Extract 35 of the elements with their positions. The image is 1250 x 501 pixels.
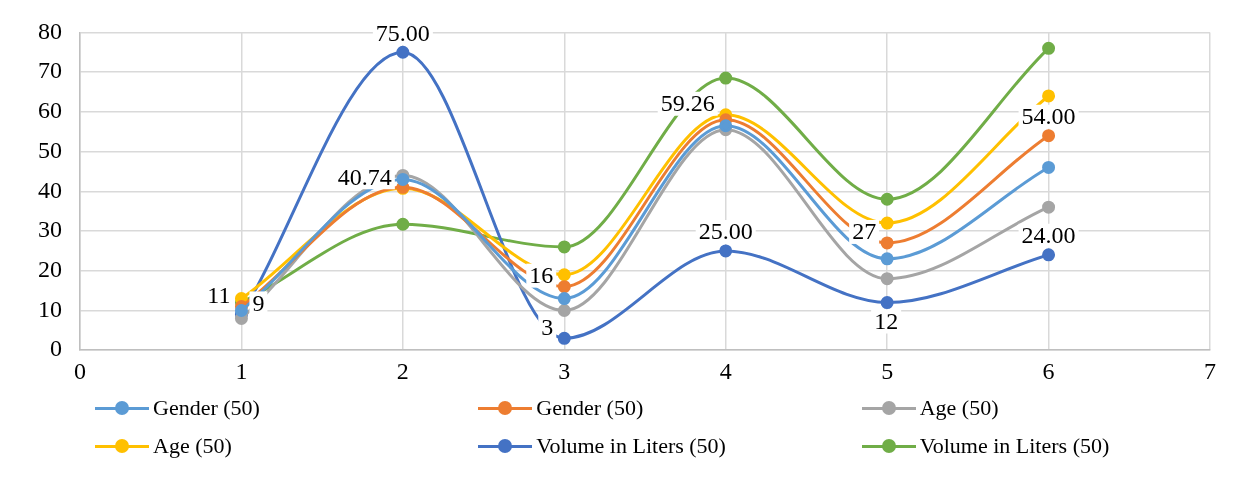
legend-label: Gender (50) [153, 395, 260, 421]
y-tick-label: 50 [38, 136, 62, 163]
data-label: 11 [207, 281, 231, 308]
data-label: 16 [529, 261, 554, 288]
legend-label: Volume in Liters (50) [536, 433, 726, 459]
data-label: 25.00 [698, 218, 753, 245]
x-tick-label: 2 [396, 357, 409, 384]
data-label: 75.00 [375, 19, 430, 46]
x-tick-label: 4 [719, 357, 732, 384]
y-tick-label: 80 [38, 17, 62, 44]
data-label: 24.00 [1021, 222, 1076, 249]
legend-label: Age (50) [153, 433, 232, 459]
data-label: 27 [852, 218, 877, 245]
data-label: 12 [874, 307, 899, 334]
x-tick-label: 0 [74, 357, 86, 384]
x-tick-label: 1 [235, 357, 248, 384]
legend-label: Volume in Liters (50) [919, 433, 1110, 459]
y-tick-label: 30 [38, 216, 62, 243]
x-tick-label: 6 [1042, 357, 1055, 384]
data-label: 3 [541, 313, 554, 340]
y-tick-label: 60 [38, 97, 62, 124]
y-tick-label: 70 [38, 57, 62, 84]
y-tick-label: 0 [50, 335, 62, 362]
legend-label: Age (50) [919, 395, 999, 421]
y-tick-label: 20 [38, 256, 62, 283]
x-tick-label: 7 [1204, 357, 1216, 384]
data-label: 54.00 [1021, 102, 1076, 129]
data-label: 9 [252, 289, 265, 316]
legend-label: Gender (50) [536, 395, 644, 421]
y-tick-label: 10 [38, 295, 62, 322]
data-label: 40.74 [337, 163, 392, 190]
x-tick-label: 3 [558, 357, 571, 384]
y-tick-label: 40 [38, 176, 62, 203]
x-tick-label: 5 [881, 357, 894, 384]
data-label: 59.26 [660, 90, 715, 117]
